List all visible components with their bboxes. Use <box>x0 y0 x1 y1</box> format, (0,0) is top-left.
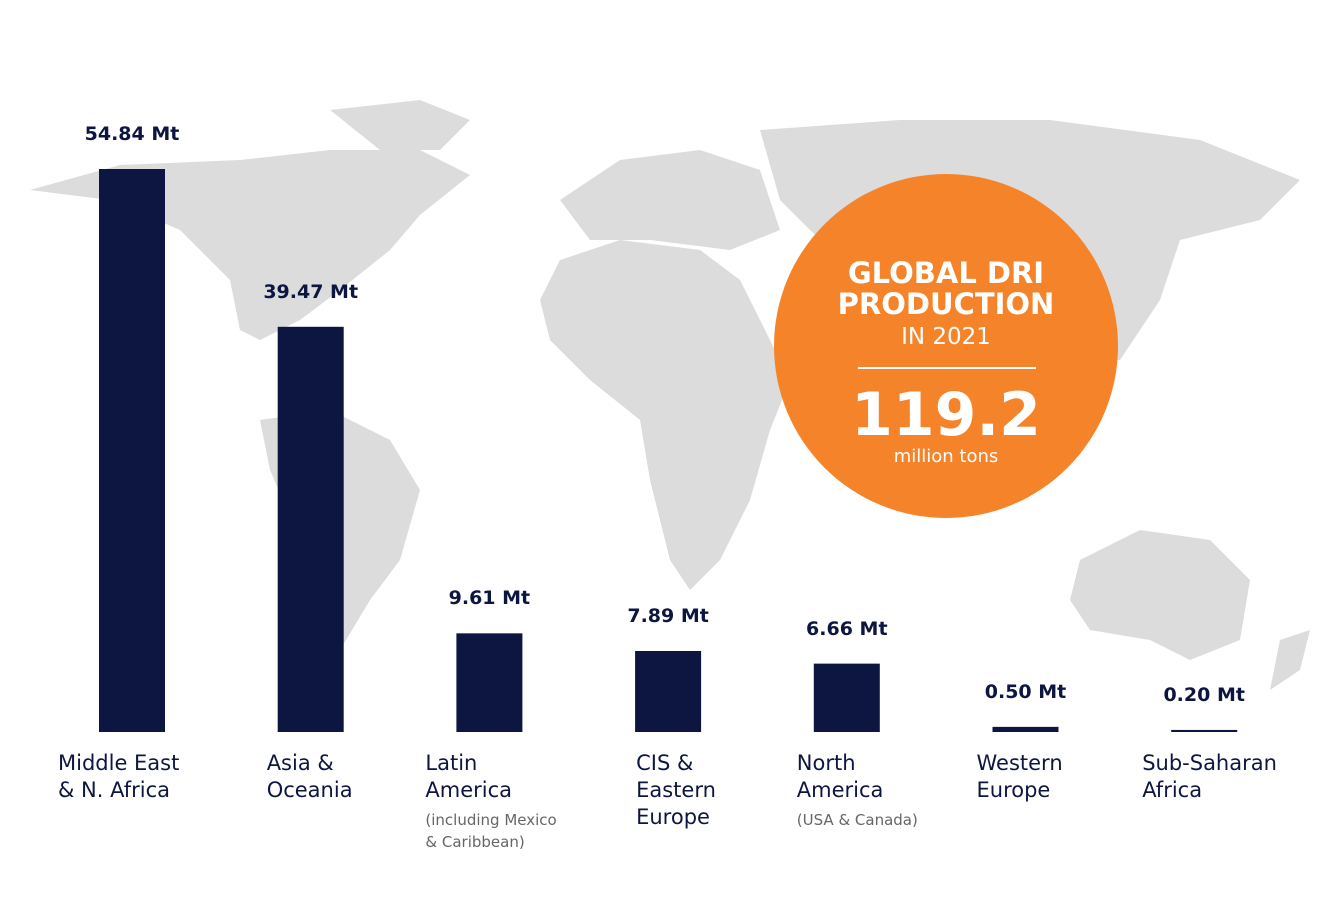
callout-unit: million tons <box>893 446 999 467</box>
category-label: Middle East & N. Africa <box>58 751 180 802</box>
bar <box>99 169 165 732</box>
value-label: 0.20 Mt <box>1163 683 1245 706</box>
category-note: (USA & Canada) <box>796 811 918 829</box>
callout-title: GLOBAL DRI PRODUCTION <box>837 256 1055 321</box>
callout-total: 119.2 <box>851 380 1041 450</box>
value-label: 9.61 Mt <box>448 587 531 610</box>
value-label: 0.50 Mt <box>984 680 1067 703</box>
category-note: (including Mexico & Caribbean) <box>425 811 557 851</box>
total-callout <box>774 174 1118 518</box>
bar <box>1171 729 1238 732</box>
bar <box>277 326 344 732</box>
category-label: North America <box>796 751 884 802</box>
category-label: Latin America <box>425 751 513 802</box>
category-label: Western Europe <box>976 751 1063 802</box>
bar <box>456 633 523 732</box>
category-label: Asia & Oceania <box>266 751 353 802</box>
category-label: Sub-Saharan Africa <box>1142 751 1277 802</box>
bar <box>635 650 702 732</box>
category-label: CIS & Eastern Europe <box>636 751 716 829</box>
value-label: 7.89 Mt <box>627 604 709 627</box>
bar <box>813 663 880 732</box>
value-label: 6.66 Mt <box>806 617 888 640</box>
world-map <box>30 100 1310 690</box>
callout-subtitle: IN 2021 <box>901 324 991 350</box>
value-label: 54.84 Mt <box>84 123 180 145</box>
bar <box>992 726 1059 732</box>
value-label: 39.47 Mt <box>263 280 359 303</box>
